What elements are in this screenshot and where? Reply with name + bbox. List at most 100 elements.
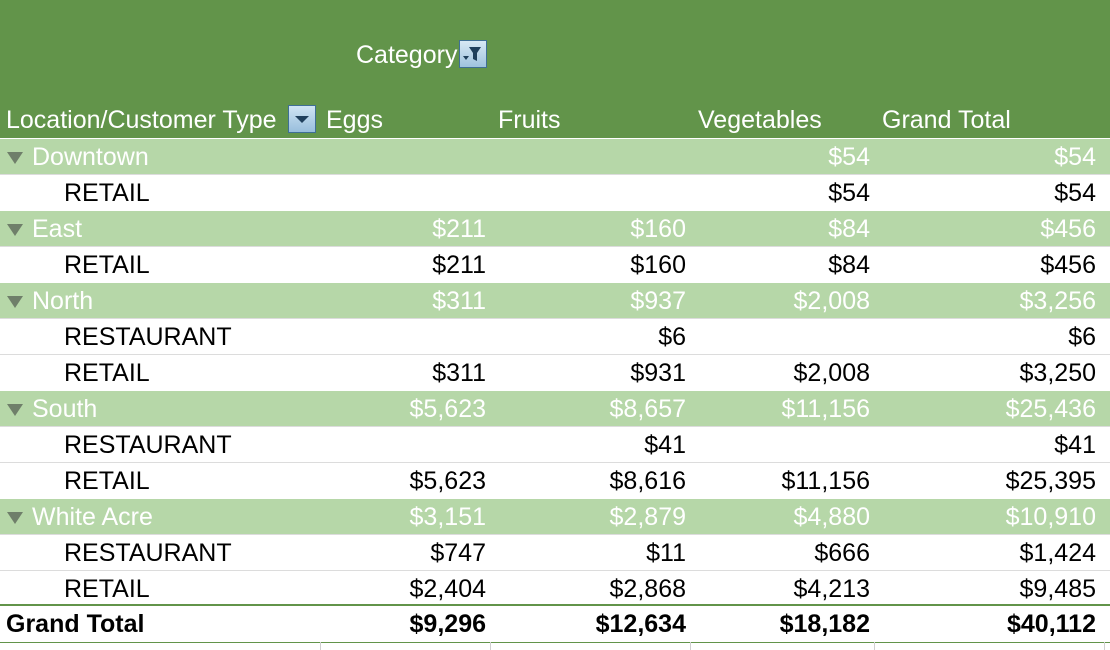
grand-total-divider (0, 604, 1110, 606)
group-name: White Acre (32, 503, 153, 531)
cell-fruits (490, 175, 686, 211)
dropdown-arrow-icon (295, 116, 309, 123)
cell-eggs (320, 175, 486, 211)
detail-row: RETAIL $5,623 $8,616 $11,156 $25,395 (0, 462, 1110, 498)
cell-fruits: $6 (658, 323, 686, 351)
cell-grand-total: $40,112 (1007, 610, 1096, 638)
grid-line (690, 642, 691, 650)
row-field-label: Location/Customer Type (6, 106, 277, 134)
cell-vegetables: $2,008 (793, 359, 870, 387)
cell-eggs (320, 139, 486, 175)
column-header-eggs[interactable]: Eggs (326, 106, 383, 134)
customer-type-label: RETAIL (64, 359, 150, 387)
group-row-downtown[interactable]: Downtown $54 $54 (0, 138, 1110, 174)
column-header-fruits[interactable]: Fruits (498, 106, 561, 134)
pivot-header: Category Location/Customer Type Eggs Fru… (0, 0, 1110, 138)
cell-grand-total: $25,395 (1005, 467, 1096, 495)
collapse-triangle-icon[interactable] (6, 151, 24, 165)
customer-type-label: RESTAURANT (64, 431, 232, 459)
cell-fruits: $160 (630, 251, 686, 279)
detail-row: RETAIL $311 $931 $2,008 $3,250 (0, 354, 1110, 390)
cell-grand-total: $3,256 (1019, 287, 1096, 315)
cell-fruits: $931 (630, 359, 686, 387)
detail-row: RESTAURANT $747 $11 $666 $1,424 (0, 534, 1110, 570)
grid-line (490, 642, 491, 650)
column-header-grand-total[interactable]: Grand Total (882, 106, 1011, 134)
column-header-vegetables[interactable]: Vegetables (698, 106, 822, 134)
cell-fruits (490, 139, 686, 175)
cell-vegetables: $54 (828, 143, 870, 171)
cell-grand-total: $41 (1054, 431, 1096, 459)
group-name: Downtown (32, 143, 149, 171)
grid-line (1104, 642, 1105, 650)
detail-row: RETAIL $2,404 $2,868 $4,213 $9,485 (0, 570, 1110, 606)
cell-eggs: $747 (430, 539, 486, 567)
cell-fruits: $41 (644, 431, 686, 459)
grid-line (320, 642, 321, 650)
customer-type-label: RESTAURANT (64, 539, 232, 567)
cell-vegetables: $4,213 (793, 575, 870, 603)
cell-eggs: $311 (432, 287, 486, 315)
funnel-filter-icon (463, 47, 481, 61)
cell-grand-total: $3,250 (1019, 359, 1096, 387)
category-filter-button[interactable] (459, 40, 487, 68)
cell-vegetables: $4,880 (793, 503, 870, 531)
cell-eggs (320, 319, 486, 355)
cell-grand-total: $1,424 (1019, 539, 1096, 567)
group-row-east[interactable]: East $211 $160 $84 $456 (0, 210, 1110, 246)
collapse-triangle-icon[interactable] (6, 403, 24, 417)
cell-fruits: $8,616 (609, 467, 686, 495)
cell-vegetables: $11,156 (781, 395, 870, 423)
cell-vegetables: $2,008 (793, 287, 870, 315)
cell-eggs (320, 427, 486, 463)
cell-eggs: $5,623 (409, 395, 486, 423)
grand-total-row: Grand Total $9,296 $12,634 $18,182 $40,1… (0, 606, 1110, 642)
cell-vegetables: $666 (814, 539, 870, 567)
cell-grand-total: $6 (1068, 323, 1096, 351)
cell-eggs: $9,296 (409, 610, 486, 638)
cell-fruits: $2,868 (609, 575, 686, 603)
cell-grand-total: $54 (1054, 143, 1096, 171)
grand-total-label: Grand Total (6, 610, 145, 638)
cell-fruits: $160 (630, 215, 686, 243)
customer-type-label: RESTAURANT (64, 323, 232, 351)
cell-eggs: $211 (432, 215, 486, 243)
cell-eggs: $3,151 (409, 503, 486, 531)
cell-vegetables (690, 319, 870, 355)
group-name: North (32, 287, 94, 315)
group-row-north[interactable]: North $311 $937 $2,008 $3,256 (0, 282, 1110, 318)
cell-grand-total: $9,485 (1019, 575, 1096, 603)
detail-row: RESTAURANT $41 $41 (0, 426, 1110, 462)
customer-type-label: RETAIL (64, 179, 150, 207)
cell-eggs: $311 (432, 359, 486, 387)
cell-fruits: $2,879 (609, 503, 686, 531)
category-field-label: Category (356, 41, 458, 69)
collapse-triangle-icon[interactable] (6, 223, 24, 237)
customer-type-label: RETAIL (64, 467, 150, 495)
cell-grand-total: $54 (1054, 179, 1096, 207)
cell-fruits: $12,634 (595, 610, 686, 638)
cell-fruits: $8,657 (609, 395, 686, 423)
group-row-south[interactable]: South $5,623 $8,657 $11,156 $25,436 (0, 390, 1110, 426)
cell-grand-total: $456 (1040, 251, 1096, 279)
table-bottom-border (0, 642, 1110, 643)
customer-type-label: RETAIL (64, 575, 150, 603)
detail-row: RESTAURANT $6 $6 (0, 318, 1110, 354)
cell-vegetables: $84 (828, 251, 870, 279)
collapse-triangle-icon[interactable] (6, 511, 24, 525)
cell-grand-total: $25,436 (1005, 395, 1096, 423)
cell-eggs: $211 (432, 251, 486, 279)
collapse-triangle-icon[interactable] (6, 295, 24, 309)
cell-vegetables (690, 427, 870, 463)
cell-grand-total: $456 (1040, 215, 1096, 243)
group-name: East (32, 215, 83, 243)
group-row-white-acre[interactable]: White Acre $3,151 $2,879 $4,880 $10,910 (0, 498, 1110, 534)
cell-vegetables: $18,182 (779, 610, 870, 638)
cell-grand-total: $10,910 (1005, 503, 1096, 531)
customer-type-label: RETAIL (64, 251, 150, 279)
detail-row: RETAIL $54 $54 (0, 174, 1110, 210)
cell-vegetables: $54 (828, 179, 870, 207)
row-label-dropdown-button[interactable] (288, 105, 316, 133)
detail-row: RETAIL $211 $160 $84 $456 (0, 246, 1110, 282)
cell-fruits: $937 (630, 287, 686, 315)
